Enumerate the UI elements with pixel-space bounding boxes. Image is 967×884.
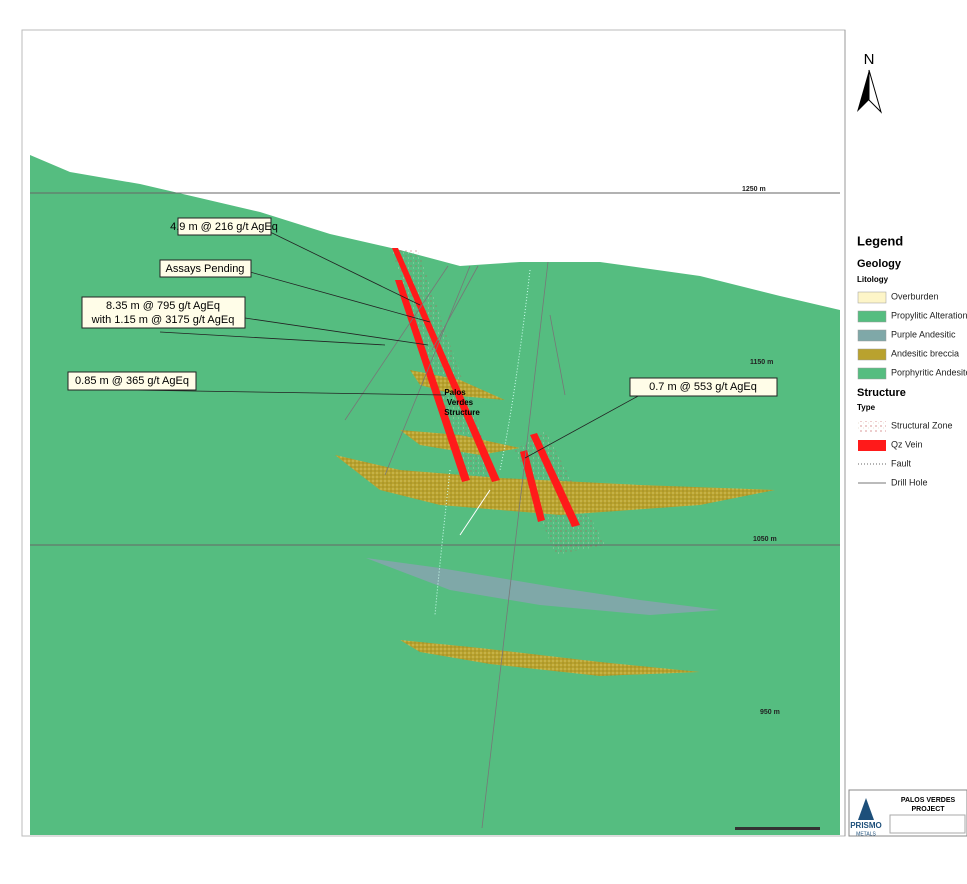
qz-vein [395, 280, 470, 482]
legend-swatch [857, 367, 887, 380]
callout-leaders [129, 231, 641, 459]
callout: 4.9 m @ 216 g/t AgEq [170, 221, 278, 233]
legend-swatch [857, 310, 887, 323]
legend-swatch [857, 348, 887, 361]
legend-heading: Geology [857, 258, 902, 270]
qz-vein [520, 450, 545, 522]
andesitic-breccia [400, 640, 700, 676]
legend-swatch [858, 440, 886, 451]
legend-label: Qz Vein [891, 439, 923, 449]
legend-label: Porphyritic Andesite [891, 367, 967, 377]
company-sub: METALS [856, 831, 876, 837]
legend-heading: Structure [857, 387, 906, 399]
structure-label-line: Palos [444, 388, 466, 397]
legend-label: Andesitic breccia [891, 348, 959, 358]
legend-swatch [857, 291, 887, 304]
purple-andesitic [366, 558, 720, 615]
elevation-label: 950 m [760, 709, 780, 716]
legend-label: Propylitic Alteration [891, 310, 967, 320]
fault [459, 489, 491, 536]
drill-holes [344, 261, 566, 829]
legend-title: Legend [857, 233, 903, 248]
company: PRISMO [850, 821, 882, 830]
elevation-label: 1150 m [750, 359, 773, 366]
callout: 0.7 m @ 553 g/t AgEq [649, 381, 757, 393]
qz-vein [392, 248, 500, 482]
north-label: N [864, 51, 875, 68]
callout: 8.35 m @ 795 g/t AgEq [106, 300, 220, 312]
structure-label-line: Verdes [447, 398, 474, 407]
callouts: 4.9 m @ 216 g/t AgEq Assays Pending 8.35… [67, 217, 778, 397]
legend-label: Drill Hole [891, 477, 928, 487]
callout: with 1.15 m @ 3175 g/t AgEq [91, 314, 235, 326]
project-title: PALOS VERDES [901, 797, 956, 804]
logo [858, 798, 874, 820]
north-arrow [857, 70, 869, 112]
title-grid [889, 814, 966, 834]
structure-label-line: Structure [444, 408, 480, 417]
scale-bar [735, 827, 820, 830]
legend-label: Fault [891, 458, 912, 468]
legend-swatch [858, 421, 886, 432]
elevation-label: 1250 m [742, 186, 766, 193]
project-title: PROJECT [911, 806, 945, 813]
legend: Legend Geology Litology Structure Type O… [857, 233, 967, 487]
qz-vein [530, 433, 580, 527]
callout: Assays Pending [166, 263, 245, 275]
elevation-label: 1050 m [753, 536, 777, 543]
legend-label: Structural Zone [891, 420, 953, 430]
north-arrow [868, 69, 883, 114]
legend-subheading: Litology [857, 275, 889, 284]
legend-swatch [857, 329, 887, 342]
legend-label: Overburden [891, 291, 939, 301]
andesitic-breccia [400, 430, 520, 455]
fault [499, 269, 531, 471]
fault [434, 469, 451, 616]
structure-label: Palos Verdes Structure [444, 388, 480, 417]
legend-subheading: Type [857, 403, 876, 412]
legend-label: Purple Andesitic [891, 329, 956, 339]
callout: 0.85 m @ 365 g/t AgEq [75, 375, 189, 387]
